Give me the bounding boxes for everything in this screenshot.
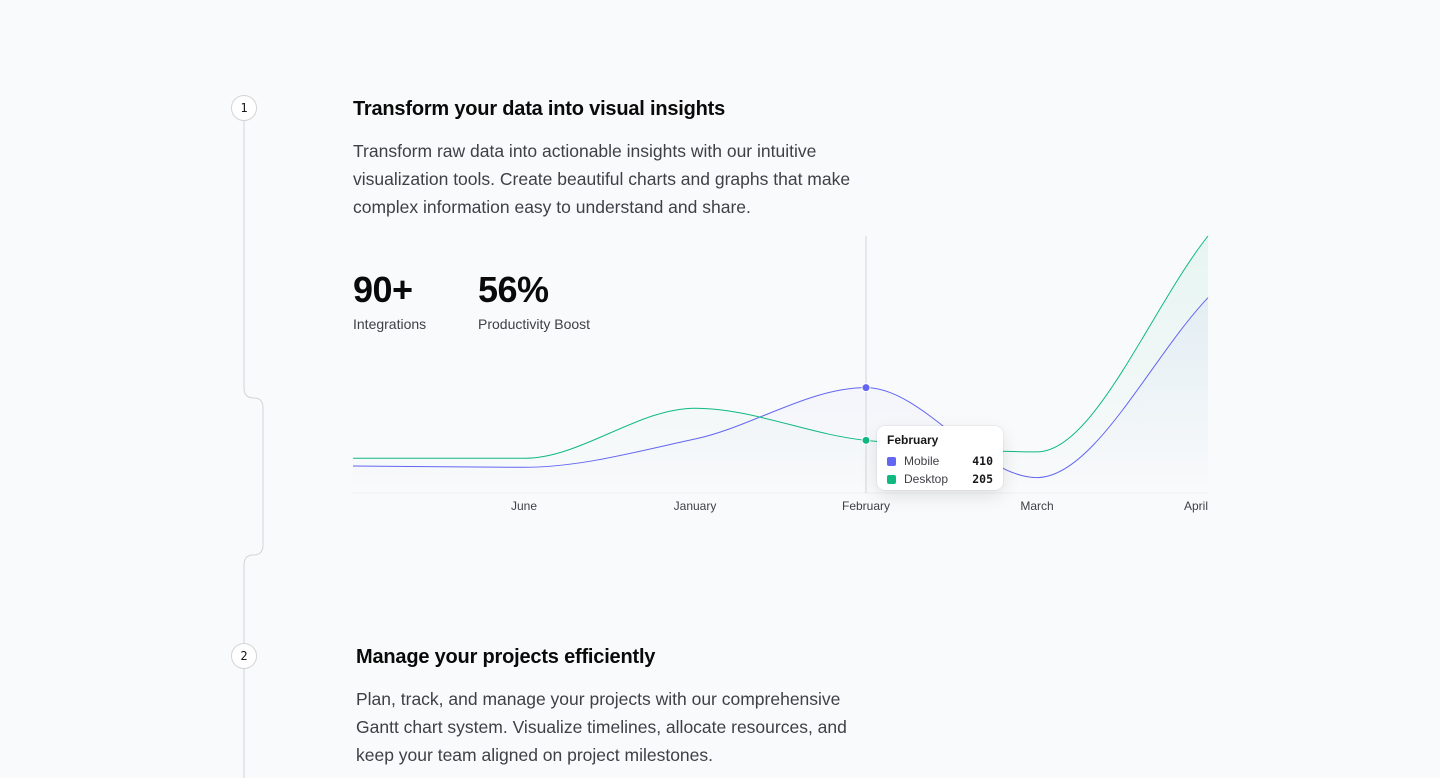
- x-tick-label: June: [511, 499, 537, 513]
- step-number-badge: 2: [231, 643, 257, 669]
- mobile-series-line: [352, 297, 1209, 479]
- tooltip-row-mobile: Mobile 410: [887, 452, 993, 470]
- x-tick-label: January: [674, 499, 717, 513]
- stat-value: 56%: [478, 269, 549, 310]
- tooltip-value: 410: [972, 454, 993, 468]
- stat-value: 90+: [353, 269, 413, 310]
- step-title: Manage your projects efficiently: [356, 646, 656, 668]
- tooltip-title: February: [887, 433, 939, 447]
- stat-productivity: 56% Productivity Boost: [478, 269, 591, 333]
- step-title: Transform your data into visual insights: [353, 98, 726, 120]
- step-description: Transform raw data into actionable insig…: [353, 141, 851, 217]
- desktop-active-point: [861, 435, 871, 445]
- tooltip-value: 205: [972, 472, 993, 486]
- step-number: 2: [240, 649, 248, 663]
- stat-integrations: 90+ Integrations: [353, 269, 427, 333]
- tooltip-row-desktop: Desktop 205: [887, 470, 993, 488]
- step-number: 1: [240, 101, 248, 115]
- tooltip-label: Desktop: [904, 472, 949, 486]
- desktop-series-line: [353, 235, 1209, 459]
- x-tick-label: March: [1020, 499, 1053, 513]
- desktop-swatch: [887, 474, 896, 484]
- step-description: Plan, track, and manage your projects wi…: [356, 689, 847, 765]
- mobile-active-point: [861, 383, 871, 393]
- timeline-line: [243, 121, 264, 643]
- x-tick-label: February: [842, 499, 890, 513]
- tooltip-label: Mobile: [904, 454, 940, 468]
- mobile-swatch: [887, 456, 896, 466]
- step-number-badge: 1: [231, 95, 257, 121]
- stat-label: Integrations: [353, 316, 427, 332]
- desktop-area: [353, 236, 1208, 493]
- x-tick-label: April: [1184, 499, 1208, 513]
- chart-tooltip: February Mobile 410 Desktop 205: [877, 426, 1003, 490]
- stat-label: Productivity Boost: [478, 316, 591, 332]
